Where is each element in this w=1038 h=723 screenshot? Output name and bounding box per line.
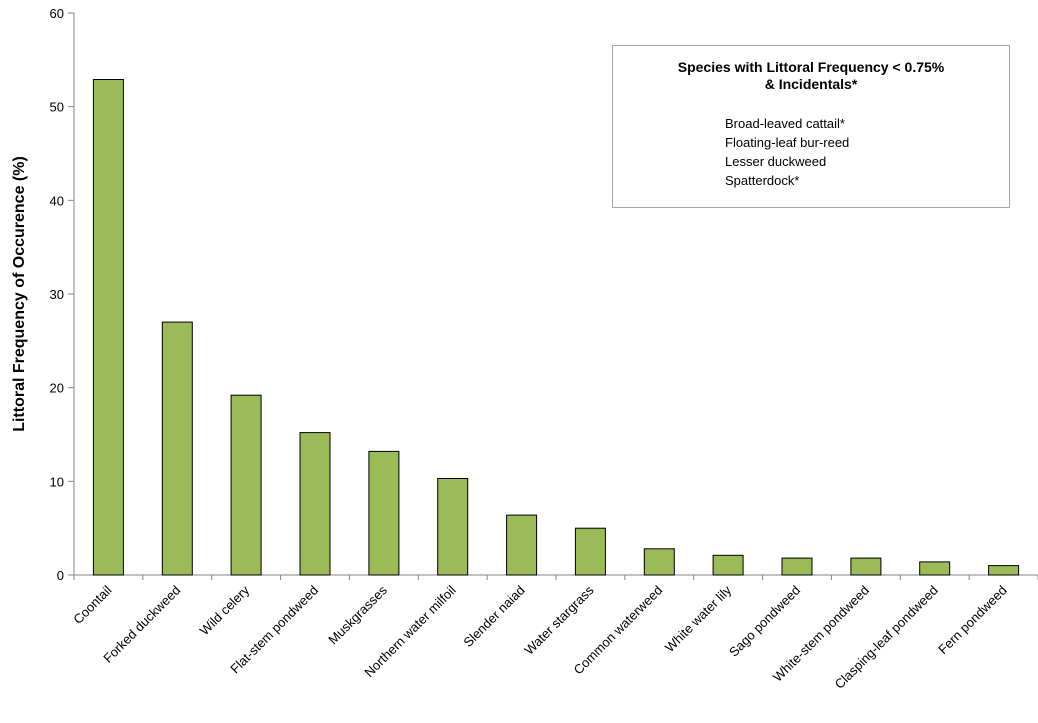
bar [299, 432, 331, 576]
x-tick-label: Wild celery [197, 582, 253, 638]
bar [230, 394, 262, 576]
bar [850, 557, 882, 576]
y-tick-label: 0 [57, 568, 64, 583]
x-tick-label: Water stargrass [521, 582, 596, 657]
bar [919, 561, 951, 576]
x-tick-label: White water lily [662, 582, 735, 655]
legend-title-line-1: Species with Littoral Frequency < 0.75% [677, 59, 945, 75]
legend-species-list: Broad-leaved cattail* Floating-leaf bur-… [725, 114, 849, 190]
legend-title: Species with Littoral Frequency < 0.75% … [613, 59, 1009, 93]
y-tick-label: 60 [50, 6, 64, 21]
bar [781, 557, 813, 576]
legend-box: Species with Littoral Frequency < 0.75% … [612, 45, 1010, 208]
bar [506, 514, 538, 576]
x-tick-label: Muskgrasses [325, 582, 390, 647]
bars [92, 79, 1020, 576]
y-tick-labels: 0 10 20 30 40 50 60 [50, 6, 64, 583]
x-tick-label: Slender naiad [460, 583, 527, 650]
bar [437, 478, 469, 576]
bar [161, 321, 193, 576]
y-tick-label: 30 [50, 287, 64, 302]
x-tick-label: Fern pondweed [935, 583, 1009, 657]
bar [92, 79, 124, 576]
x-tick-label: Coontail [70, 582, 114, 626]
legend-item: Floating-leaf bur-reed [725, 135, 850, 150]
legend-item: Spatterdock* [725, 173, 800, 188]
legend-item: Broad-leaved cattail* [725, 116, 845, 131]
x-tick-label: Sago pondweed [726, 583, 803, 660]
y-tick-label: 20 [50, 381, 64, 396]
bar [368, 450, 400, 576]
bar [574, 527, 606, 576]
y-axis-title: Littoral Frequency of Occurence (%) [11, 156, 28, 432]
y-tick-label: 10 [50, 474, 64, 489]
legend-title-line-2: & Incidentals* [764, 76, 858, 92]
y-tick-label: 40 [50, 193, 64, 208]
bar [712, 554, 744, 576]
y-tick-label: 50 [50, 100, 64, 115]
bar [988, 565, 1020, 576]
bar [643, 548, 675, 576]
legend-item: Lesser duckweed [725, 154, 827, 169]
x-tick-label: Forked duckweed [100, 583, 183, 666]
